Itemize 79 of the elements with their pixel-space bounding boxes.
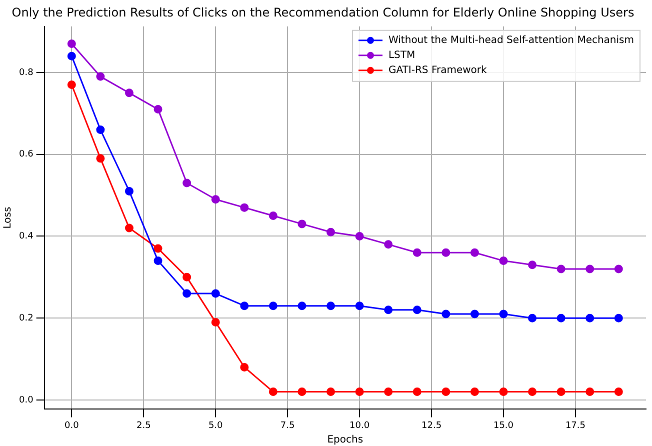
y-tick-label: 0.6 <box>18 150 34 160</box>
point <box>182 178 192 188</box>
point <box>154 105 162 114</box>
point <box>384 306 393 314</box>
point <box>470 310 479 318</box>
point <box>412 248 422 257</box>
point <box>528 388 537 396</box>
y-tick-label: 0.4 <box>18 232 34 242</box>
x-tick-label: 17.5 <box>565 420 586 431</box>
point <box>182 289 192 298</box>
legend-label: LSTM <box>388 50 416 61</box>
legend-label: Without the Multi-head Self-attention Mechanism <box>388 34 634 46</box>
chart-title: Only the Prediction Results of Clicks on the Recommendation Column for Elderly Online Shopping Users <box>12 5 634 20</box>
point <box>96 72 105 81</box>
point <box>586 388 594 396</box>
point <box>211 195 220 204</box>
point <box>268 302 278 310</box>
point <box>240 203 249 212</box>
point <box>268 388 278 396</box>
point <box>355 302 364 310</box>
point <box>355 388 364 396</box>
point <box>355 232 364 240</box>
x-tick-label: 0.0 <box>64 420 80 431</box>
point <box>556 264 566 274</box>
point <box>499 256 508 266</box>
point <box>124 224 134 232</box>
legend-label: GATI-RS Framework <box>388 64 488 76</box>
point <box>326 388 336 396</box>
point <box>154 244 162 253</box>
x-tick-label: 15.0 <box>493 420 514 431</box>
y-tick-label: 0.0 <box>18 395 34 406</box>
point <box>412 388 422 396</box>
point <box>412 306 422 314</box>
point <box>614 264 623 274</box>
point <box>298 220 306 228</box>
point <box>614 314 623 322</box>
y-tick-label: 0.2 <box>18 313 34 324</box>
x-tick-label: 7.5 <box>280 420 295 431</box>
x-tick-label: 12.5 <box>422 420 442 431</box>
point <box>326 228 336 236</box>
point <box>240 362 249 372</box>
point <box>182 272 192 282</box>
point <box>384 388 393 396</box>
point <box>67 52 76 60</box>
point <box>614 388 623 396</box>
point <box>211 289 220 298</box>
point <box>67 80 76 89</box>
point <box>67 40 76 48</box>
point <box>268 212 278 220</box>
point <box>124 186 134 196</box>
point <box>470 388 479 396</box>
point <box>499 310 508 318</box>
point <box>384 240 393 249</box>
point <box>96 126 105 134</box>
x-tick-label: 2.5 <box>136 420 151 431</box>
point <box>499 388 508 396</box>
point <box>326 302 336 310</box>
point <box>556 388 566 396</box>
point <box>528 314 537 322</box>
point <box>442 248 450 257</box>
point <box>586 314 594 322</box>
point <box>240 302 249 310</box>
point <box>154 256 162 266</box>
x-tick-label: 10.0 <box>350 420 370 431</box>
point <box>556 314 566 322</box>
point <box>528 260 537 270</box>
x-axis-title: Epochs <box>327 434 364 446</box>
y-axis-title: Loss <box>2 206 14 229</box>
point <box>442 388 450 396</box>
point <box>124 88 134 98</box>
point <box>442 310 450 318</box>
point <box>211 318 220 326</box>
point <box>96 154 105 163</box>
x-tick-label: 5.0 <box>208 420 224 431</box>
point <box>298 388 306 396</box>
point <box>586 264 594 274</box>
y-tick-label: 0.8 <box>18 68 34 78</box>
point <box>298 302 306 310</box>
point <box>470 248 479 257</box>
